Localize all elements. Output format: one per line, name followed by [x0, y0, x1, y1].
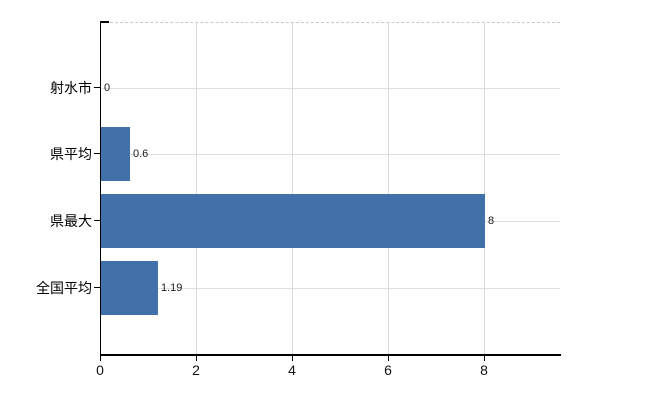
x-axis-tick: [292, 356, 293, 361]
bar-row-pref-max: 県最大 8: [0, 194, 650, 248]
category-label: 射水市: [50, 80, 92, 96]
x-axis-tick: [196, 356, 197, 361]
category-tick-mark: [94, 153, 100, 154]
category-tick-mark: [94, 287, 100, 288]
x-tick-label: 4: [288, 362, 296, 378]
category-tick-mark: [94, 220, 100, 221]
x-tick-label: 6: [384, 362, 392, 378]
vertical-gridline: [388, 23, 389, 354]
vertical-gridline: [484, 23, 485, 354]
bar[interactable]: [101, 194, 485, 248]
bar-row-pref-average: 県平均 0.6: [0, 127, 650, 181]
value-label: 8: [488, 215, 495, 227]
value-label: 1.19: [161, 282, 183, 294]
bar-row-national-average: 全国平均 1.19: [0, 261, 650, 315]
y-axis-top-tick: [100, 21, 109, 23]
horizontal-gridline: [101, 88, 560, 89]
category-label: 県最大: [50, 213, 92, 229]
x-tick-label: 0: [96, 362, 104, 378]
x-tick-label: 2: [192, 362, 200, 378]
x-tick-label: 8: [480, 362, 488, 378]
horizontal-gridline: [101, 288, 560, 289]
category-tick-mark: [94, 87, 100, 88]
x-axis-line: [100, 354, 561, 356]
horizontal-gridline: [101, 154, 560, 155]
y-axis-line: [100, 22, 101, 355]
bar-row-imizu: 射水市 0: [0, 61, 650, 115]
vertical-gridline: [196, 23, 197, 354]
value-label: 0: [104, 82, 111, 94]
x-axis-tick: [100, 356, 101, 361]
value-label: 0.6: [133, 148, 149, 160]
plot-top-border: [100, 22, 560, 23]
bar[interactable]: [101, 261, 158, 315]
category-label: 県平均: [50, 146, 92, 162]
bar[interactable]: [101, 127, 130, 181]
category-label: 全国平均: [36, 280, 92, 296]
x-axis-tick: [484, 356, 485, 361]
vertical-gridline: [292, 23, 293, 354]
x-axis-tick: [388, 356, 389, 361]
